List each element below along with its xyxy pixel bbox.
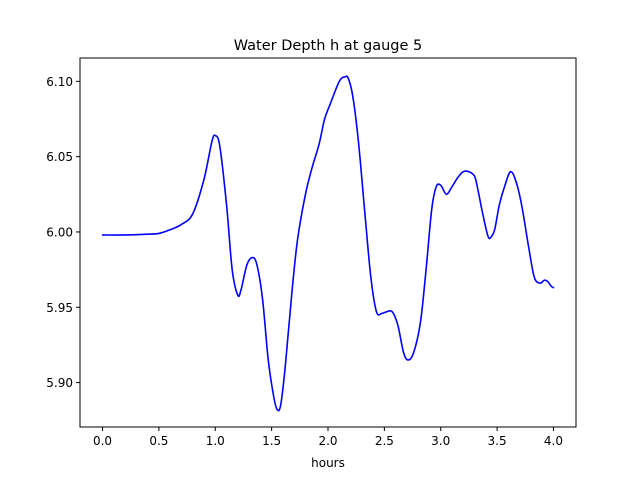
series-line (101, 75, 555, 412)
y-tick-label: 6.00 (46, 225, 73, 239)
x-tick-label: 4.0 (544, 434, 563, 448)
x-tick-label: 2.0 (318, 434, 337, 448)
plot-frame (79, 57, 577, 428)
y-tick-label: 6.10 (46, 75, 73, 89)
x-tick-label: 3.5 (488, 434, 507, 448)
x-tick-label: 0.0 (93, 434, 112, 448)
x-tick-label: 1.5 (262, 434, 281, 448)
x-tick-label: 3.0 (431, 434, 450, 448)
x-axis-label: hours (311, 456, 345, 470)
y-tick-label: 6.05 (46, 150, 73, 164)
y-tick-label: 5.90 (46, 376, 73, 390)
x-tick-label: 1.0 (206, 434, 225, 448)
x-axis-ticks: 0.0 0.5 1.0 1.5 2.0 2.5 3.0 3.5 4.0 (93, 427, 563, 448)
x-tick-label: 0.5 (149, 434, 168, 448)
y-axis-ticks: 5.90 5.95 6.00 6.05 6.10 (46, 75, 80, 390)
x-tick-label: 2.5 (375, 434, 394, 448)
chart-title: Water Depth h at gauge 5 (234, 38, 422, 54)
y-tick-label: 5.95 (46, 301, 73, 315)
series-layer (101, 75, 555, 412)
